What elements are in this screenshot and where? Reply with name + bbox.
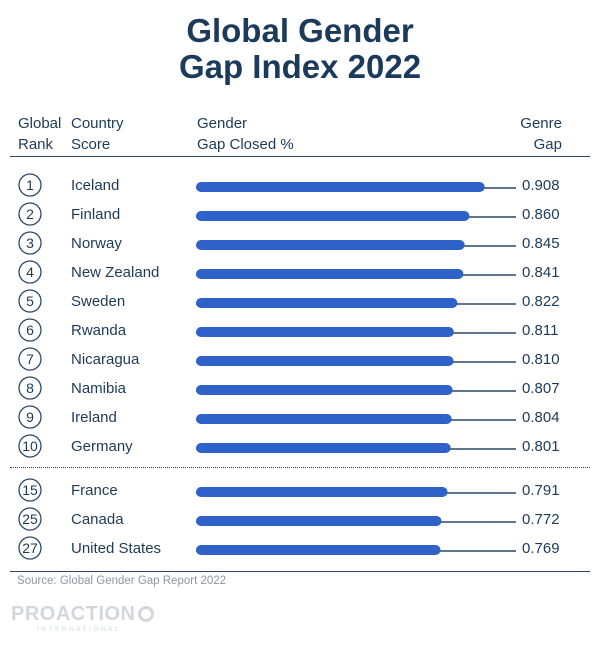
- value-label: 0.791: [522, 482, 560, 499]
- country-label: Norway: [71, 235, 122, 252]
- rank-circle: [18, 260, 42, 284]
- country-label: Iceland: [71, 177, 119, 194]
- bar: [196, 327, 454, 337]
- country-label: France: [71, 482, 118, 499]
- logo-ring-icon: [137, 606, 154, 622]
- bar: [196, 414, 452, 424]
- rank-label: 6: [26, 322, 34, 338]
- bar: [196, 298, 458, 308]
- country-label: Nicaragua: [71, 351, 140, 368]
- header-rank-line-1: Global: [18, 115, 62, 132]
- rank-label: 4: [26, 264, 34, 280]
- country-label: Finland: [71, 206, 120, 223]
- rank-label: 3: [26, 235, 34, 251]
- country-label: Germany: [71, 438, 133, 455]
- chart-title-line-1: Global Gender: [186, 12, 414, 49]
- value-label: 0.769: [522, 540, 560, 557]
- country-label: Namibia: [71, 380, 127, 397]
- bar: [196, 211, 470, 221]
- value-label: 0.841: [522, 264, 560, 281]
- value-label: 0.908: [522, 177, 560, 194]
- rank-circle: [18, 478, 42, 502]
- value-label: 0.804: [522, 409, 560, 426]
- header-score: Genre Gap: [520, 113, 562, 155]
- bar: [196, 182, 485, 192]
- header-gap-closed-line-1: Gender: [197, 115, 248, 132]
- chart-title-line-2: Gap Index 2022: [178, 48, 422, 85]
- header-country-line-2: Score: [71, 136, 111, 153]
- proaction-logo: PROACTION INTERNATIONAL: [11, 603, 154, 633]
- rank-circle: [18, 231, 42, 255]
- header-score-line-1: Genre: [520, 115, 562, 132]
- value-label: 0.772: [522, 511, 560, 528]
- rank-label: 27: [22, 540, 38, 556]
- country-label: Ireland: [71, 409, 117, 426]
- rank-circle: [18, 434, 42, 458]
- country-label: United States: [71, 540, 161, 557]
- bar: [196, 487, 448, 497]
- value-label: 0.860: [522, 206, 560, 223]
- bar: [196, 443, 451, 453]
- rank-circle: [18, 173, 42, 197]
- country-label: Canada: [71, 511, 124, 528]
- logo-sub: INTERNATIONAL: [37, 626, 122, 633]
- value-label: 0.811: [522, 322, 558, 339]
- bar: [196, 516, 442, 526]
- value-label: 0.822: [522, 293, 560, 310]
- country-label: New Zealand: [71, 264, 159, 281]
- rank-label: 1: [26, 177, 34, 193]
- rank-circle: [18, 507, 42, 531]
- rank-circle: [18, 347, 42, 371]
- bar: [196, 356, 454, 366]
- bar: [196, 240, 465, 250]
- value-label: 0.801: [522, 438, 560, 455]
- header-gap-closed: Gender Gap Closed %: [197, 113, 294, 155]
- rank-circle: [18, 202, 42, 226]
- header-rank-line-2: Rank: [18, 136, 54, 153]
- rank-label: 9: [26, 409, 34, 425]
- header-gap-closed-line-2: Gap Closed %: [197, 136, 294, 153]
- rank-circle: [18, 376, 42, 400]
- rank-label: 7: [26, 351, 34, 367]
- header-score-line-2: Gap: [533, 136, 562, 153]
- rank-circle: [18, 536, 42, 560]
- rank-circle: [18, 318, 42, 342]
- header-divider: [10, 156, 590, 157]
- bar: [196, 545, 441, 555]
- rank-label: 25: [22, 511, 38, 527]
- value-label: 0.845: [522, 235, 560, 252]
- bar: [196, 385, 453, 395]
- header-country-line-1: Country: [71, 115, 124, 132]
- value-label: 0.810: [522, 351, 560, 368]
- source-note: Source: Global Gender Gap Report 2022: [17, 575, 227, 587]
- header-rank: Global Rank: [18, 113, 61, 155]
- rank-label: 2: [26, 206, 34, 222]
- group-divider: [10, 467, 590, 468]
- footer-divider: [10, 571, 590, 572]
- country-label: Rwanda: [71, 322, 127, 339]
- bar: [196, 269, 464, 279]
- value-label: 0.807: [522, 380, 560, 397]
- rank-label: 5: [26, 293, 34, 309]
- header-country: Country Score: [71, 113, 124, 155]
- rank-label: 10: [22, 438, 38, 454]
- country-label: Sweden: [71, 293, 125, 310]
- rank-label: 15: [22, 482, 38, 498]
- rank-circle: [18, 289, 42, 313]
- rank-label: 8: [26, 380, 34, 396]
- logo-name: PROACTION: [11, 603, 136, 625]
- rank-circle: [18, 405, 42, 429]
